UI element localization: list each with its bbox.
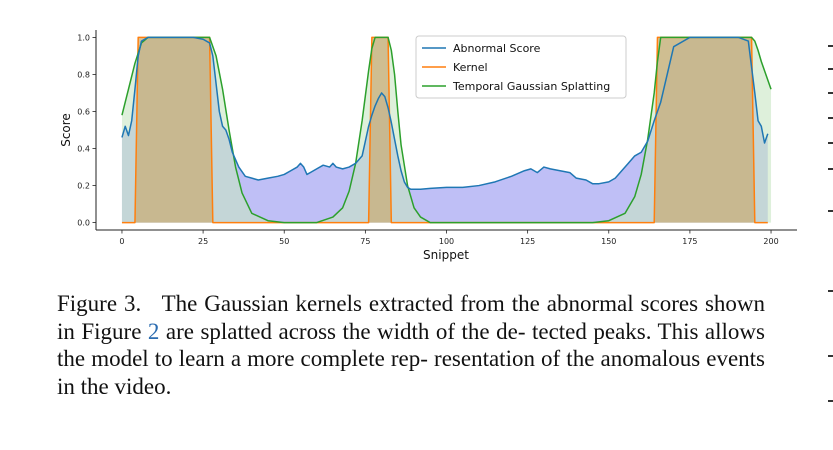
y-tick-label: 0.8 [77, 70, 90, 79]
x-tick-label: 0 [119, 237, 124, 246]
x-tick-label: 75 [360, 237, 370, 246]
caption-text-1: The Gaussian kernels extracted from the … [161, 291, 634, 316]
edge-mark [828, 45, 833, 47]
edge-mark [828, 68, 833, 70]
edge-mark [828, 290, 833, 292]
legend: Abnormal Score Kernel Temporal Gaussian Sp… [415, 35, 627, 99]
caption-text-5: resentation of the anomalous events in t… [57, 346, 766, 399]
x-tick-label: 175 [682, 237, 697, 246]
legend-label-temporal-gaussian-splatting: Temporal Gaussian Splatting [452, 80, 610, 93]
edge-mark [828, 168, 833, 170]
y-axis-title: Score [59, 113, 73, 147]
edge-mark [828, 142, 833, 144]
caption-text-2: scores shown in Figure [57, 291, 766, 344]
x-tick-label: 125 [520, 237, 535, 246]
legend-box [415, 35, 627, 99]
series-fills [121, 37, 772, 223]
edge-mark [828, 355, 833, 357]
y-tick-label: 0.6 [77, 107, 90, 116]
figure-reference-link[interactable]: 2 [147, 318, 160, 344]
x-tick-label: 150 [601, 237, 616, 246]
temporal-gaussian-splatting-line [121, 36, 772, 224]
kernel-area [121, 37, 768, 223]
legend-label-abnormal-score: Abnormal Score [453, 42, 541, 55]
x-axis-title: Snippet [423, 248, 469, 262]
y-tick-label: 0.4 [77, 145, 90, 154]
axes: 0 25 50 75 100 125 150 175 200 0.0 0.2 0.4 0.6 0.8 1.0 [77, 30, 797, 246]
x-tick-label: 200 [763, 237, 778, 246]
x-tick-label: 50 [279, 237, 289, 246]
y-tick-label: 0.2 [77, 182, 90, 191]
x-tick-label: 25 [198, 237, 208, 246]
x-tick-label: 100 [439, 237, 454, 246]
edge-mark [828, 210, 833, 212]
edge-mark [828, 117, 833, 119]
edge-mark [828, 92, 833, 94]
caption-label: Figure 3. [57, 291, 142, 316]
caption-text-3: are splatted across the width of the de- [165, 318, 526, 344]
abnormal-score-line [121, 36, 769, 191]
series-lines [121, 36, 772, 224]
abnormal-score-area [121, 37, 768, 223]
edge-mark [828, 400, 833, 402]
y-tick-label: 1.0 [77, 33, 90, 42]
y-tick-label: 0.0 [77, 219, 90, 228]
caption-text-4: tected peaks. This allows the model to l… [57, 318, 765, 372]
chart: 0 25 50 75 100 125 150 175 200 0.0 0.2 0.4 0.6 0.8 1.0… [59, 30, 797, 262]
figure-caption: Figure 3. The Gaussian kernels extracted… [57, 290, 765, 400]
legend-label-kernel: Kernel [453, 61, 488, 74]
